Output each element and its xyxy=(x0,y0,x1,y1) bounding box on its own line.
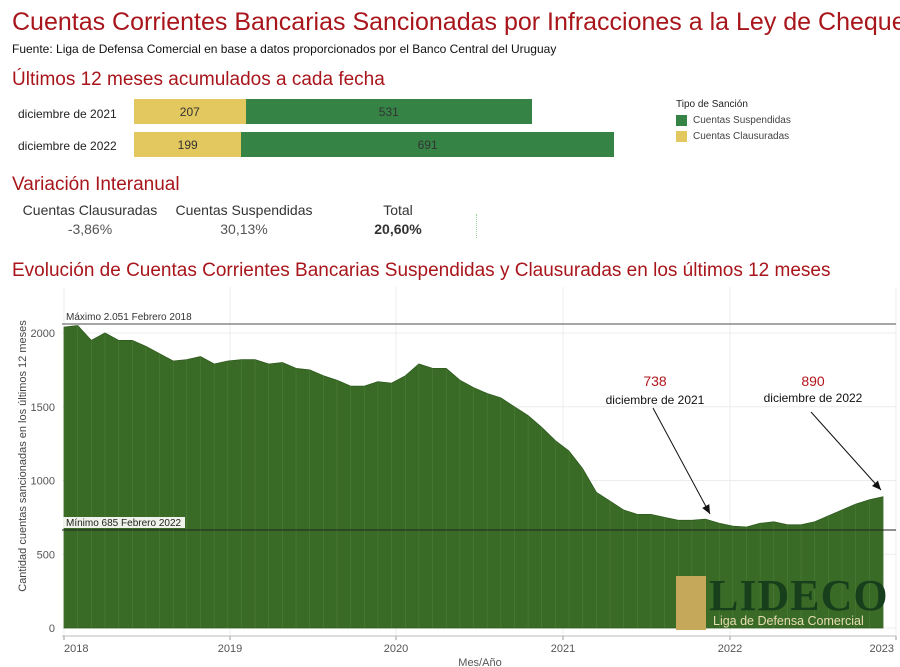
annotation-arrow-line-0 xyxy=(652,407,711,515)
legend-item-clausuradas[interactable]: Cuentas Clausuradas xyxy=(676,131,791,142)
kpi-value-total: 20,60% xyxy=(374,221,422,237)
section2-title: Variación Interanual xyxy=(12,174,180,195)
max-reference-label: Máximo 2.051 Febrero 2018 xyxy=(66,312,192,323)
min-reference-label-bg xyxy=(63,517,185,528)
x-tick-label-3: 2021 xyxy=(551,643,575,655)
min-reference-label: Mínimo 685 Febrero 2022 xyxy=(66,518,182,529)
annotation-arrow-line-1 xyxy=(810,411,882,491)
legend-label-clausuradas: Cuentas Clausuradas xyxy=(693,131,790,142)
kpi-label-suspendidas: Cuentas Suspendidas xyxy=(175,202,313,218)
kpi-label-total: Total xyxy=(383,202,413,218)
legend-swatch-clausuradas xyxy=(676,131,687,142)
x-tick-label-1: 2019 xyxy=(218,643,242,655)
y-tick-label-3: 1500 xyxy=(31,402,55,414)
bar-segment-clausuradas-2021[interactable]: 207 xyxy=(134,99,246,124)
annotation-value-1: 890 xyxy=(801,373,825,389)
annotation-label-0: diciembre de 2021 xyxy=(606,393,705,407)
legend-swatch-suspendidas xyxy=(676,115,687,126)
y-axis-title: Cantidad cuentas sancionadas en los últi… xyxy=(17,320,29,592)
bar-row-2022[interactable]: 199 691 xyxy=(0,132,640,157)
kpi-divider xyxy=(476,214,477,238)
y-tick-label-4: 2000 xyxy=(31,328,55,340)
bar-segment-suspendidas-2022[interactable]: 691 xyxy=(241,132,614,157)
page-title: Cuentas Corrientes Bancarias Sancionadas… xyxy=(12,8,900,36)
bar-segment-clausuradas-2022[interactable]: 199 xyxy=(134,132,242,157)
x-tick-label-2: 2020 xyxy=(384,643,408,655)
section3-title: Evolución de Cuentas Corrientes Bancaria… xyxy=(12,260,831,281)
bar-row-2021[interactable]: 207 531 xyxy=(0,99,640,124)
bar-row-label-2022: diciembre de 2022 xyxy=(18,139,117,153)
kpi-value-suspendidas: 30,13% xyxy=(220,221,268,237)
bar-value-clausuradas-2021: 207 xyxy=(179,104,200,119)
lideco-logo-text: LIDECO xyxy=(709,571,889,620)
annotation-value-0: 738 xyxy=(643,373,667,389)
x-tick-label-0: 2018 xyxy=(64,643,88,655)
bar-value-suspendidas-2022: 691 xyxy=(417,137,438,152)
legend-label-suspendidas: Cuentas Suspendidas xyxy=(693,115,791,126)
legend-item-suspendidas[interactable]: Cuentas Suspendidas xyxy=(676,115,791,126)
legend-title: Tipo de Sanción xyxy=(676,99,748,110)
y-tick-label-0: 0 xyxy=(49,623,55,635)
annotation-arrowhead-1 xyxy=(872,480,881,490)
kpi-value-clausuradas: -3,86% xyxy=(67,221,113,237)
x-tick-label-4: 2022 xyxy=(718,643,742,655)
x-axis-title: Mes/Año xyxy=(458,657,501,667)
kpi-label-clausuradas: Cuentas Clausuradas xyxy=(22,202,158,218)
x-tick-label-5: 2023 xyxy=(870,643,894,655)
bar-value-clausuradas-2022: 199 xyxy=(177,137,198,152)
annotation-label-1: diciembre de 2022 xyxy=(764,391,863,405)
source-note: Fuente: Liga de Defensa Comercial en bas… xyxy=(12,42,557,56)
lideco-logo-block xyxy=(676,576,706,630)
bar-segment-suspendidas-2021[interactable]: 531 xyxy=(245,99,532,124)
y-tick-label-1: 500 xyxy=(37,549,55,561)
y-tick-label-2: 1000 xyxy=(31,476,55,488)
lideco-logo-subtitle: Liga de Defensa Comercial xyxy=(713,614,864,628)
annotation-arrowhead-0 xyxy=(702,504,710,514)
section1-title: Últimos 12 meses acumulados a cada fecha xyxy=(12,69,385,90)
bar-value-suspendidas-2021: 531 xyxy=(378,104,399,119)
bar-row-label-2021: diciembre de 2021 xyxy=(18,107,117,121)
legend: Tipo de Sanción Cuentas Suspendidas Cuen… xyxy=(676,99,791,142)
